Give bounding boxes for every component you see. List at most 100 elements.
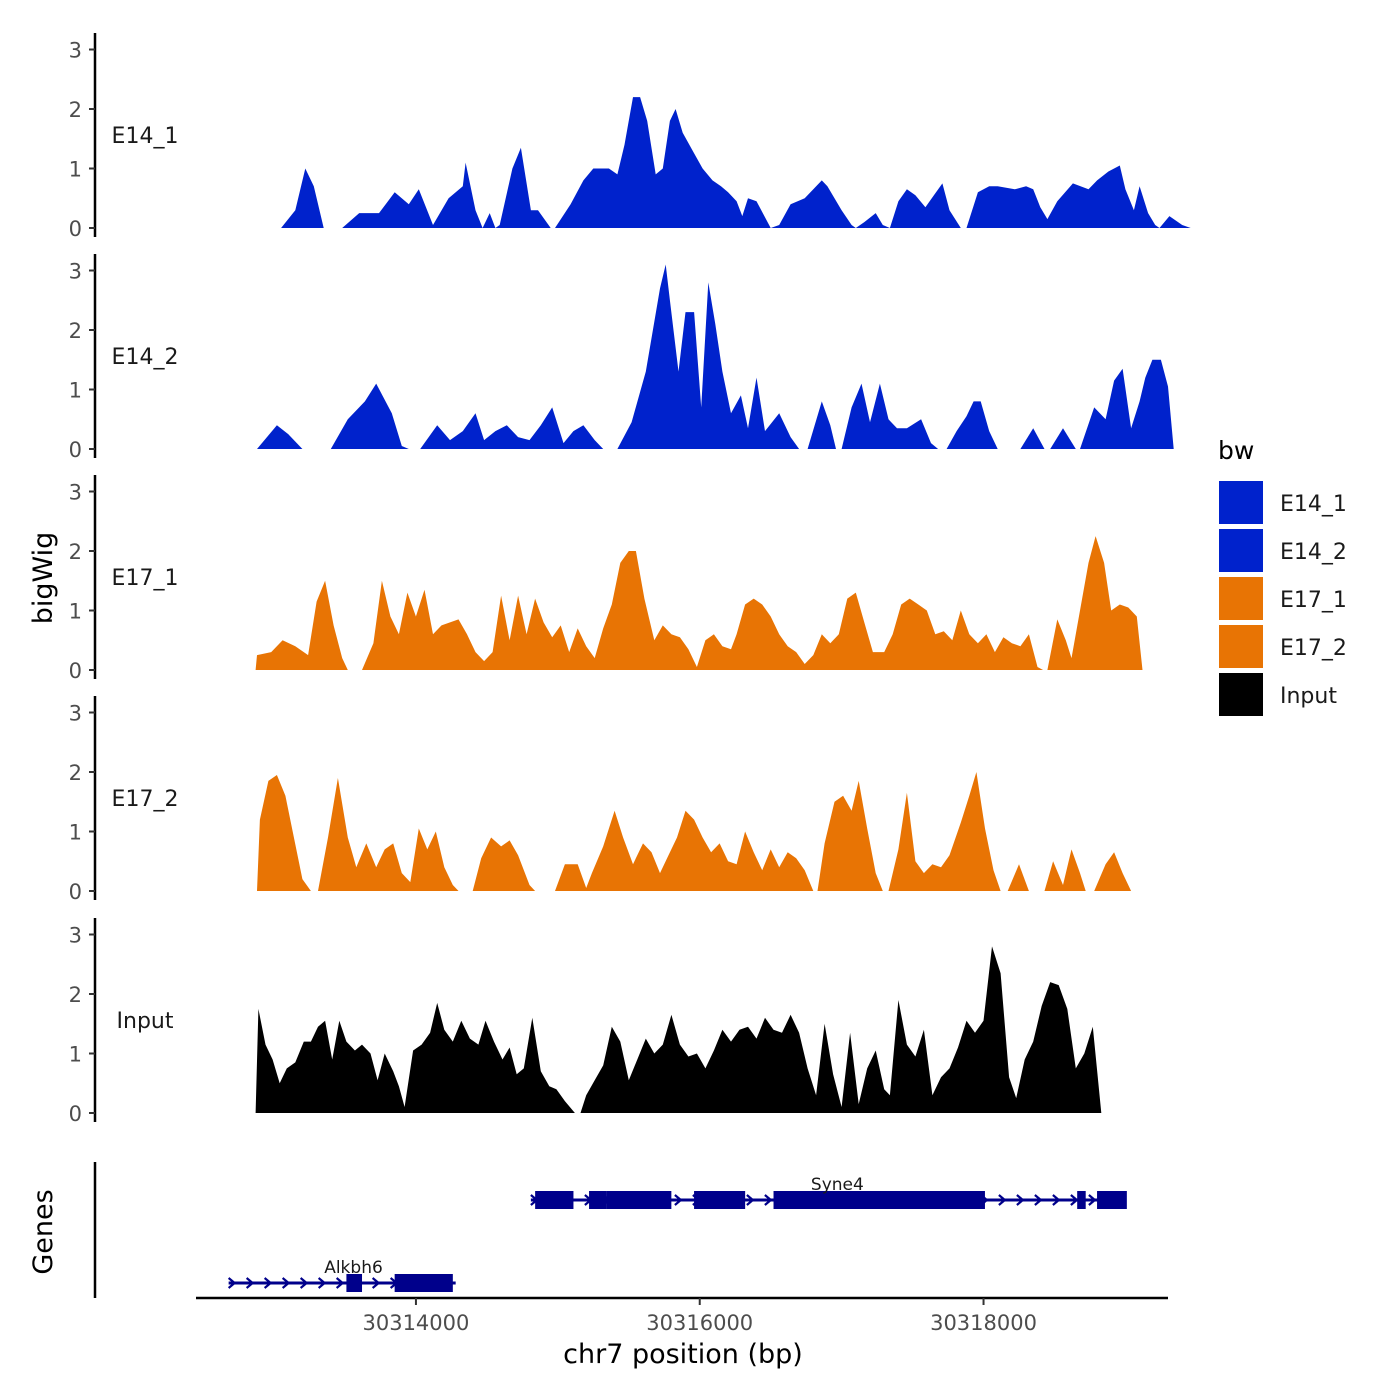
gene-exon [1077, 1191, 1086, 1209]
strand-arrow [227, 1277, 237, 1289]
signal-area-Input [580, 946, 1102, 1113]
y-tick-label: 2 [69, 761, 82, 785]
gene-exon [346, 1274, 363, 1292]
x-tick-label: 30318000 [930, 1311, 1037, 1335]
y-tick-label: 3 [69, 924, 82, 948]
strand-arrow [245, 1277, 255, 1289]
gene-exon [606, 1191, 672, 1209]
y-tick-label: 2 [69, 540, 82, 564]
y-tick-label: 1 [69, 379, 82, 403]
strand-arrow [317, 1277, 327, 1289]
gene-exon [394, 1274, 453, 1292]
gene-label-Alkbh6: Alkbh6 [324, 1258, 383, 1278]
gene-exon [694, 1191, 746, 1209]
track-E17_2: 0 1 2 3 E17_2 [69, 696, 1132, 904]
signal-area-E17_2 [318, 778, 459, 891]
strand-arrow [1088, 1194, 1097, 1206]
signal-tracks: 0 1 2 3 E14_1 0 1 2 3 E14_2 0 1 2 3 E17_1 0 1 2 3 E17_2 0 1 2 3… [69, 33, 1191, 1126]
legend-swatch-E14_2 [1219, 529, 1263, 572]
track-Input: 0 1 2 3 Input [69, 918, 1102, 1126]
track-E14_1: 0 1 2 3 E14_1 [69, 33, 1191, 241]
y-tick-label: 2 [69, 983, 82, 1007]
legend-label-Input: Input [1280, 684, 1337, 709]
track-label-E17_1: E17_1 [112, 566, 179, 591]
legend: bw E14_1 E14_2 E17_1 E17_2 Input [1218, 436, 1347, 716]
y-tick-label: 3 [69, 260, 82, 284]
y-axis-title: bigWig [28, 532, 59, 625]
strand-arrow [998, 1194, 1007, 1206]
track-label-E17_2: E17_2 [112, 787, 179, 812]
y-tick-label: 3 [69, 702, 82, 726]
track-label-E14_2: E14_2 [112, 345, 179, 370]
genes-panel-title: Genes [28, 1189, 59, 1274]
gene-Syne4: Syne4 [530, 1175, 1127, 1209]
track-E17_1: 0 1 2 3 E17_1 [69, 475, 1143, 683]
legend-swatch-E17_1 [1219, 577, 1263, 620]
gene-exon [773, 1191, 985, 1209]
gene-Alkbh6: Alkbh6 [227, 1258, 456, 1292]
signal-area-E17_1 [1047, 536, 1143, 670]
gene-exon [1097, 1191, 1127, 1209]
signal-area-E17_1 [362, 551, 1044, 670]
legend-label-E17_2: E17_2 [1280, 636, 1347, 661]
signal-area-Input [255, 1002, 575, 1113]
signal-area-E14_2 [807, 401, 836, 449]
y-tick-label: 0 [69, 880, 82, 904]
gene-exon [535, 1191, 574, 1209]
legend-swatch-E17_2 [1219, 625, 1263, 668]
y-tick-label: 1 [69, 1043, 82, 1067]
y-tick-label: 2 [69, 98, 82, 122]
signal-area-E17_2 [888, 772, 1001, 891]
signal-area-E17_2 [555, 810, 814, 891]
gene-exon [589, 1191, 607, 1209]
strand-arrow [674, 1194, 683, 1206]
strand-arrow [1016, 1194, 1025, 1206]
strand-arrow [764, 1194, 773, 1206]
gene-label-Syne4: Syne4 [811, 1175, 864, 1195]
strand-arrow [281, 1277, 291, 1289]
track-E14_2: 0 1 2 3 E14_2 [69, 254, 1174, 462]
signal-area-E14_2 [1050, 428, 1076, 449]
track-label-Input: Input [117, 1009, 174, 1034]
y-tick-label: 1 [69, 821, 82, 845]
signal-area-E17_1 [255, 580, 348, 670]
strand-arrow [1070, 1194, 1079, 1206]
legend-swatch-E14_1 [1219, 481, 1263, 524]
genes-panel: Syne4 Alkbh6 [93, 1162, 1127, 1298]
y-tick-label: 0 [69, 659, 82, 683]
strand-arrow [263, 1277, 273, 1289]
signal-area-E17_2 [1044, 849, 1086, 891]
signal-area-E14_2 [841, 383, 939, 449]
signal-area-E14_2 [1020, 428, 1045, 449]
x-tick-label: 30316000 [646, 1311, 753, 1335]
signal-area-E17_2 [817, 780, 883, 891]
signal-area-E17_2 [257, 775, 311, 891]
signal-area-E14_1 [555, 97, 961, 228]
signal-area-E14_1 [281, 168, 324, 228]
track-label-E14_1: E14_1 [112, 124, 179, 149]
y-tick-label: 3 [69, 481, 82, 505]
y-tick-label: 0 [69, 217, 82, 241]
legend-label-E14_1: E14_1 [1280, 492, 1347, 517]
signal-area-E14_2 [946, 401, 998, 449]
signal-area-E17_2 [1007, 864, 1029, 891]
y-tick-label: 2 [69, 319, 82, 343]
y-tick-label: 1 [69, 600, 82, 624]
signal-area-E14_2 [257, 425, 303, 449]
y-tick-label: 3 [69, 39, 82, 63]
legend-label-E17_1: E17_1 [1280, 588, 1347, 613]
signal-area-E14_1 [342, 147, 551, 228]
x-axis: 30314000 30316000 30318000 [196, 1296, 1168, 1335]
signal-area-E14_2 [1080, 359, 1174, 449]
strand-arrow [1052, 1194, 1061, 1206]
signal-area-E17_2 [1094, 852, 1132, 891]
strand-arrow [299, 1277, 309, 1289]
y-tick-label: 0 [69, 438, 82, 462]
x-axis-title: chr7 position (bp) [563, 1339, 803, 1370]
legend-title: bw [1218, 436, 1254, 465]
legend-swatch-Input [1219, 673, 1263, 716]
strand-arrow [371, 1277, 381, 1289]
strand-arrow [1034, 1194, 1043, 1206]
signal-area-E14_2 [420, 407, 604, 449]
